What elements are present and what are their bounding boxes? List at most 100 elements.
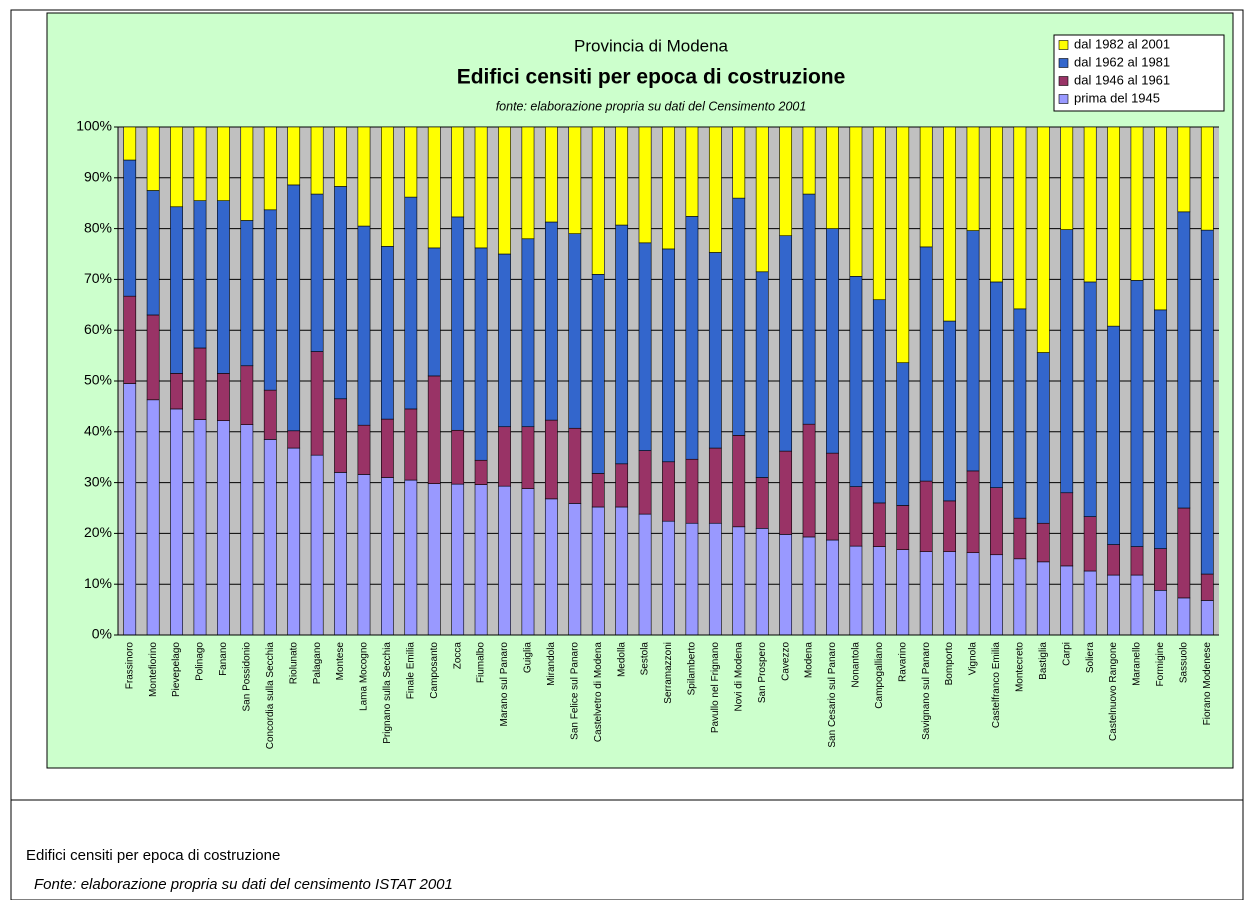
bar-segment: [404, 479, 418, 636]
bar-segment: [896, 505, 910, 550]
bar-segment: [240, 220, 254, 367]
bar-segment: [966, 470, 980, 554]
bar-segment: [896, 549, 910, 636]
bar-segment: [1200, 229, 1214, 575]
bar-segment: [498, 126, 511, 255]
bar-segment: [1177, 126, 1191, 213]
x-tick-label: Fiorano Modenese: [1202, 642, 1213, 726]
y-tick-label: 80%: [84, 219, 112, 235]
x-tick-label: Medolla: [616, 642, 627, 677]
bar-segment: [287, 447, 301, 636]
bar-segment: [357, 424, 371, 475]
bar-segment: [568, 503, 582, 636]
bar-segment: [1107, 574, 1120, 636]
legend-swatch: [1058, 94, 1069, 104]
chart-subtitle: fonte: elaborazione propria su dati del …: [496, 99, 807, 113]
bar-segment: [802, 126, 816, 195]
bar-segment: [544, 419, 558, 500]
bar-segment: [310, 454, 324, 636]
bar-segment: [779, 126, 793, 237]
bar-segment: [732, 197, 746, 436]
bar-segment: [1200, 126, 1214, 231]
x-tick-label: Riolunato: [288, 642, 299, 685]
bar-segment: [381, 126, 394, 247]
bar-segment: [404, 196, 418, 410]
bar-segment: [1036, 561, 1050, 636]
bar-segment: [708, 252, 722, 449]
y-tick-label: 60%: [84, 321, 112, 337]
bar-segment: [732, 126, 746, 199]
bar-segment: [919, 551, 933, 636]
bar-segment: [1177, 597, 1191, 636]
bar-segment: [1036, 126, 1050, 353]
bar-segment: [1013, 558, 1027, 636]
bar-segment: [685, 458, 699, 524]
x-tick-label: Polinago: [195, 642, 206, 681]
caption-source: Fonte: elaborazione propria su dati del …: [34, 876, 453, 893]
legend-label: dal 1982 al 2001: [1074, 36, 1170, 51]
bar-segment: [544, 498, 558, 636]
bar-segment: [638, 450, 652, 515]
bar-segment: [451, 483, 465, 636]
bar-segment: [591, 473, 605, 508]
bar-segment: [310, 126, 324, 195]
bar-segment: [1130, 280, 1144, 547]
bar-segment: [615, 463, 629, 508]
x-tick-label: Cavezzo: [780, 642, 791, 681]
bar-segment: [802, 536, 816, 636]
x-tick-label: Campogalliano: [874, 642, 885, 709]
bar-segment: [708, 447, 722, 524]
bar-segment: [1130, 546, 1144, 576]
bar-segment: [427, 375, 441, 484]
bar-segment: [146, 314, 160, 401]
bar-segment: [591, 506, 605, 636]
bar-segment: [357, 225, 371, 426]
x-tick-label: Spilamberto: [687, 642, 698, 696]
bar-segment: [287, 430, 301, 449]
bar-segment: [1200, 573, 1214, 601]
bar-segment: [779, 534, 793, 636]
bar-segment: [498, 253, 511, 428]
bar-segment: [287, 184, 301, 432]
caption-title: Edifici censiti per epoca di costruzione: [26, 847, 280, 864]
bar-segment: [474, 484, 488, 636]
x-tick-label: Montecreto: [1015, 642, 1026, 692]
bar-segment: [591, 126, 605, 275]
x-tick-label: Zocca: [452, 642, 463, 670]
bar-segment: [872, 546, 886, 636]
bar-segment: [662, 520, 675, 636]
bar-segment: [1177, 507, 1191, 599]
bar-segment: [779, 450, 793, 535]
bar-segment: [1060, 229, 1074, 494]
bar-segment: [638, 126, 652, 244]
x-tick-label: Castelvetro di Modena: [593, 642, 604, 742]
y-tick-label: 10%: [84, 575, 112, 591]
bar-segment: [872, 502, 886, 547]
y-tick-label: 40%: [84, 423, 112, 439]
bar-segment: [872, 126, 886, 301]
bar-segment: [849, 126, 863, 277]
bar-segment: [498, 426, 511, 487]
bar-segment: [404, 408, 418, 481]
bar-segment: [146, 399, 160, 636]
bar-segment: [217, 373, 230, 421]
bar-segment: [826, 228, 839, 454]
bar-segment: [568, 233, 582, 429]
bar-segment: [544, 221, 558, 421]
x-tick-label: Ravarino: [897, 642, 908, 682]
bar-segment: [193, 347, 207, 420]
bar-segment: [755, 477, 769, 529]
x-tick-label: Fanano: [218, 642, 229, 676]
bar-segment: [1107, 126, 1120, 327]
bar-segment: [1083, 126, 1097, 283]
bar-segment: [896, 126, 910, 364]
bar-segment: [872, 299, 886, 504]
x-tick-label: Pavullo nel Frignano: [710, 642, 721, 734]
bar-segment: [381, 477, 394, 636]
bar-segment: [802, 423, 816, 538]
bar-segment: [240, 126, 254, 221]
bar-segment: [123, 126, 137, 161]
bar-segment: [451, 216, 465, 431]
x-tick-label: Carpi: [1061, 642, 1072, 666]
bar-segment: [732, 526, 746, 636]
